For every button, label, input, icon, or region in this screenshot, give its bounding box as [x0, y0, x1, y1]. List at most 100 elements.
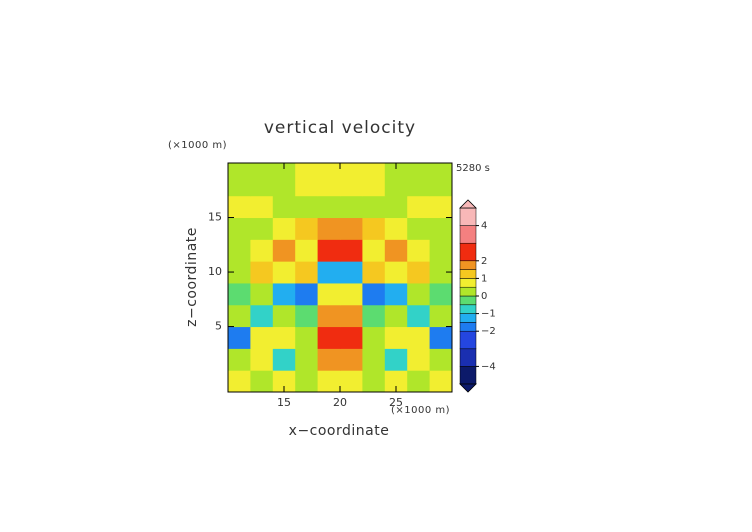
field-cell: [250, 217, 274, 240]
field-cell: [384, 217, 408, 240]
field-cell: [384, 163, 408, 197]
field-cell: [340, 261, 363, 284]
field-cell: [295, 217, 319, 240]
field-cell: [272, 239, 296, 262]
field-cell: [272, 261, 296, 284]
chart-title: vertical velocity: [264, 118, 416, 138]
field-cell: [384, 282, 408, 306]
field-cell: [228, 217, 251, 240]
field-cell: [272, 163, 296, 197]
y-tick-label: 10: [208, 265, 222, 278]
field-cell: [340, 282, 363, 306]
colorbar-segment: [459, 260, 477, 270]
field-cell: [317, 195, 341, 219]
field-cell: [317, 348, 341, 371]
field-cell: [362, 370, 386, 393]
field-cell: [295, 326, 319, 349]
field-cell: [228, 348, 251, 371]
colorbar-segment: [459, 278, 477, 288]
field-cell: [295, 261, 319, 284]
field-cell: [228, 282, 251, 306]
field-cell: [384, 348, 408, 371]
field-cell: [362, 261, 386, 284]
field-cell: [407, 370, 431, 393]
colorbar-segment: [459, 295, 477, 306]
field-cell: [362, 348, 386, 371]
field-cell: [340, 348, 363, 371]
x-tick-label: 20: [333, 396, 347, 409]
field-cell: [384, 304, 408, 328]
field-cell: [250, 239, 274, 262]
field-cell: [340, 304, 363, 328]
field-cell: [317, 261, 341, 284]
field-cell: [407, 261, 431, 284]
x-unit-label: (×1000 m): [391, 405, 450, 416]
field-cell: [250, 348, 274, 371]
colorbar-segment: [459, 269, 477, 279]
field-cell: [407, 348, 431, 371]
field-cell: [407, 217, 431, 240]
field-cell: [250, 326, 274, 349]
field-cell: [340, 326, 363, 349]
colorbar-segment: [459, 366, 477, 385]
field-cell: [317, 326, 341, 349]
colorbar-segment: [459, 242, 477, 262]
field-cell: [429, 239, 453, 262]
field-cell: [384, 326, 408, 349]
field-cell: [429, 217, 453, 240]
field-cell: [228, 370, 251, 393]
field-cell: [407, 239, 431, 262]
colorbar-segment: [459, 322, 477, 332]
field-cell: [228, 261, 251, 284]
field-cell: [228, 239, 251, 262]
colorbar-segment: [459, 330, 477, 350]
field-cell: [384, 195, 408, 219]
time-label: 5280 s: [456, 163, 490, 174]
colorbar-extend-bottom: [459, 383, 477, 393]
colorbar-segment: [459, 207, 477, 226]
x-tick-label: 15: [277, 396, 291, 409]
field-cell: [295, 195, 319, 219]
field-cell: [250, 304, 274, 328]
field-cell: [250, 282, 274, 306]
field-cell: [272, 282, 296, 306]
field-cell: [228, 195, 251, 219]
field-cell: [407, 282, 431, 306]
field-cell: [407, 195, 431, 219]
colorbar-segment: [459, 304, 477, 314]
x-tick-label: 25: [389, 396, 403, 409]
colorbar-segment: [459, 313, 477, 323]
field-cell: [250, 163, 274, 197]
colorbar-tick-label: 1: [481, 273, 487, 284]
field-cell: [429, 163, 453, 197]
field-cell: [429, 282, 453, 306]
field-cell: [340, 195, 363, 219]
colorbar-extend-top: [459, 199, 477, 209]
field-cell: [407, 304, 431, 328]
colorbar-segment: [459, 286, 477, 297]
field-cell: [429, 326, 453, 349]
colorbar-segment: [459, 348, 477, 367]
field-cell: [317, 304, 341, 328]
field-cell: [362, 239, 386, 262]
field-cell: [407, 326, 431, 349]
field-cell: [317, 370, 341, 393]
field-cell: [272, 195, 296, 219]
field-cell: [317, 239, 341, 262]
x-axis-label: x−coordinate: [289, 423, 390, 439]
y-unit-label: (×1000 m): [168, 140, 227, 151]
field-cell: [317, 163, 341, 197]
field-cell: [272, 370, 296, 393]
field-cell: [272, 304, 296, 328]
field-cell: [228, 304, 251, 328]
colorbar-tick-label: −2: [481, 326, 496, 337]
y-tick-label: 15: [208, 211, 222, 224]
field-cell: [295, 304, 319, 328]
field-cell: [384, 239, 408, 262]
field-cell: [429, 195, 453, 219]
field-cell: [250, 370, 274, 393]
field-cell: [340, 370, 363, 393]
field-cell: [295, 370, 319, 393]
field-cell: [362, 304, 386, 328]
